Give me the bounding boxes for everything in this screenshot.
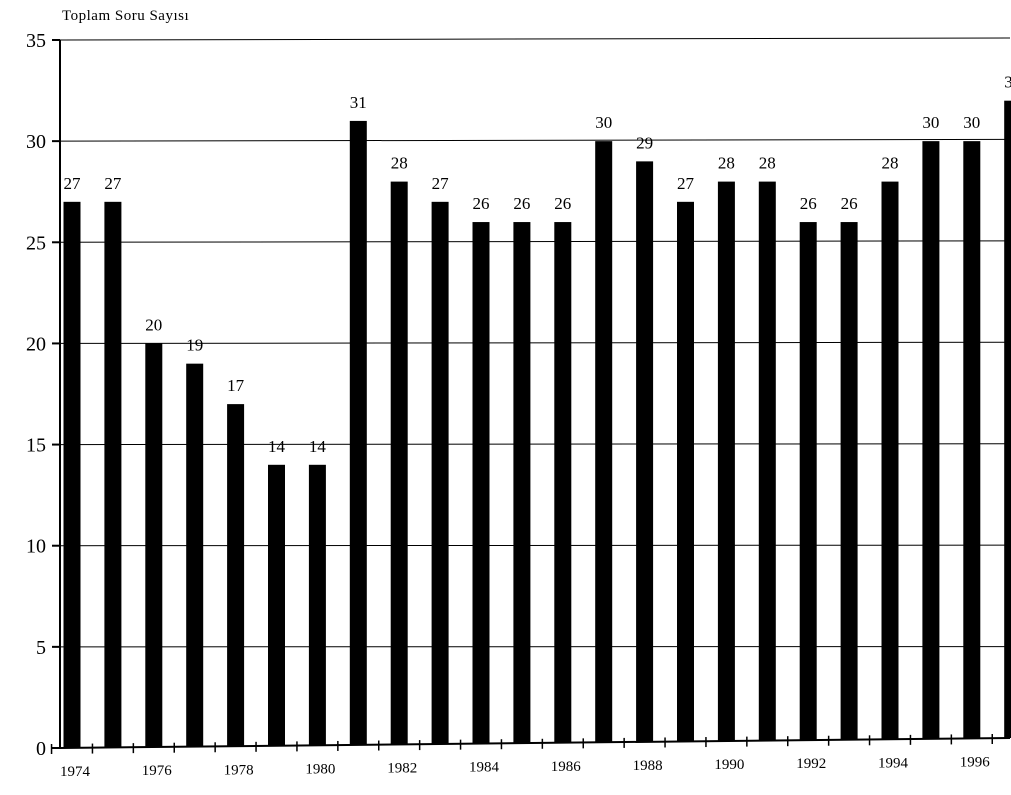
bar-value-label: 26 — [473, 194, 490, 213]
gridline — [60, 38, 1010, 40]
bar — [473, 222, 490, 744]
y-tick-label: 10 — [26, 536, 46, 558]
x-tick-label: 1984 — [469, 760, 500, 776]
x-tick-label: 1986 — [551, 759, 582, 775]
bar-value-label: 14 — [309, 437, 327, 456]
bar — [104, 202, 121, 748]
bar — [350, 121, 367, 745]
x-tick-label: 1978 — [224, 762, 254, 778]
gridline — [60, 241, 1010, 242]
y-tick-label: 30 — [26, 131, 46, 153]
bar — [922, 141, 939, 739]
bar-value-label: 19 — [186, 336, 203, 355]
y-axis-ticks: 0 5 10 15 20 25 30 35 — [26, 30, 60, 760]
bar — [64, 202, 81, 748]
bar — [882, 182, 899, 740]
bar-value-label: 32 — [1004, 73, 1011, 92]
bar-value-label: 27 — [432, 174, 450, 193]
bar — [309, 465, 326, 746]
gridline — [60, 139, 1010, 141]
bar-value-label: 20 — [145, 315, 162, 334]
x-tick-label: 1988 — [633, 758, 663, 774]
y-tick-label: 15 — [26, 435, 46, 457]
x-tick-label: 1982 — [387, 761, 417, 777]
bar — [718, 182, 735, 741]
bar — [800, 222, 817, 740]
bar — [268, 465, 285, 746]
bar-value-label: 29 — [636, 133, 653, 152]
bar-value-label: 26 — [841, 194, 858, 213]
bar — [227, 404, 244, 746]
bar-value-label: 28 — [882, 154, 899, 173]
x-tick-label: 1976 — [142, 763, 173, 779]
bars — [64, 101, 1011, 748]
bar-value-label: 30 — [595, 113, 612, 132]
bar — [1004, 101, 1011, 738]
y-tick-label: 35 — [26, 30, 46, 52]
bar-value-label: 26 — [513, 194, 530, 213]
bar-value-label: 14 — [268, 437, 286, 456]
bar-value-label: 28 — [391, 154, 408, 173]
bar — [186, 364, 203, 747]
bar — [759, 182, 776, 741]
bar-value-label: 17 — [227, 376, 245, 395]
bar-value-label: 27 — [104, 174, 122, 193]
bar-value-label: 30 — [922, 113, 939, 132]
bar-value-label: 31 — [350, 93, 367, 112]
data-labels: 27 27 20 19 17 14 14 31 28 27 26 26 26 30 29 27 28 28 26 26… — [64, 73, 1011, 456]
bar — [963, 141, 980, 738]
bar-value-label: 27 — [64, 174, 82, 193]
y-tick-label: 0 — [36, 738, 46, 760]
bar — [554, 222, 571, 743]
bar — [677, 202, 694, 742]
bar — [513, 222, 530, 743]
bar — [432, 202, 449, 744]
y-axis-label: Toplam Soru Sayısı — [62, 8, 189, 24]
x-tick-label: 1994 — [878, 755, 909, 771]
bar-value-label: 27 — [677, 174, 695, 193]
bar-value-label: 26 — [800, 194, 817, 213]
y-tick-label: 25 — [26, 232, 46, 254]
bar-value-label: 28 — [759, 154, 776, 173]
bar — [841, 222, 858, 740]
bar — [391, 182, 408, 745]
bar — [145, 343, 162, 747]
x-tick-label: 1990 — [714, 757, 744, 773]
x-tick-label: 1980 — [305, 761, 335, 777]
bar — [636, 161, 653, 742]
y-tick-label: 5 — [36, 637, 46, 659]
bar-value-label: 26 — [554, 194, 571, 213]
bar-value-label: 28 — [718, 154, 735, 173]
x-tick-label: 1992 — [796, 756, 826, 772]
bar-value-label: 30 — [963, 113, 980, 132]
x-tick-label: 1996 — [960, 754, 991, 770]
bar — [595, 141, 612, 742]
y-tick-label: 20 — [26, 333, 46, 355]
x-tick-label: 1974 — [60, 764, 91, 780]
